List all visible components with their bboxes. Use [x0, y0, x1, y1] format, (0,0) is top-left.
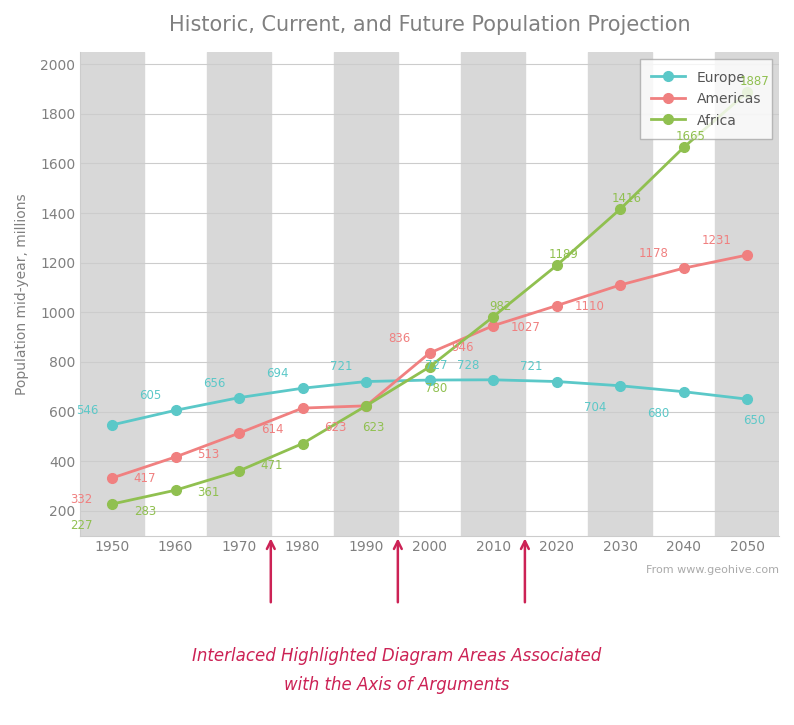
Text: 623: 623	[324, 420, 347, 434]
Text: 946: 946	[451, 341, 474, 354]
Bar	[80, 51, 144, 536]
Text: 471: 471	[260, 458, 283, 471]
Text: 650: 650	[743, 414, 765, 427]
Text: 332: 332	[71, 493, 93, 506]
Text: 780: 780	[426, 382, 448, 395]
Text: 1189: 1189	[549, 249, 579, 262]
Text: 836: 836	[388, 332, 410, 345]
Bar	[588, 51, 652, 536]
Text: 513: 513	[198, 448, 220, 461]
Text: Interlaced Highlighted Diagram Areas Associated: Interlaced Highlighted Diagram Areas Ass…	[192, 647, 602, 665]
Text: 721: 721	[520, 360, 543, 373]
Text: 623: 623	[362, 420, 384, 434]
Text: 721: 721	[330, 360, 353, 373]
Text: 656: 656	[202, 376, 225, 389]
Bar	[715, 51, 779, 536]
Text: 614: 614	[260, 423, 283, 436]
Y-axis label: Population mid-year, millions: Population mid-year, millions	[15, 193, 29, 394]
Text: 283: 283	[134, 505, 156, 518]
Bar	[207, 51, 271, 536]
Text: 1110: 1110	[575, 300, 604, 313]
Bar	[461, 51, 525, 536]
Text: 1178: 1178	[638, 247, 668, 260]
Text: 546: 546	[75, 404, 98, 417]
Text: 1231: 1231	[702, 234, 731, 247]
Text: 227: 227	[70, 519, 93, 532]
Text: 417: 417	[133, 472, 156, 485]
Text: 727: 727	[426, 359, 448, 372]
Text: From www.geohive.com: From www.geohive.com	[646, 565, 779, 575]
Text: 680: 680	[648, 407, 670, 420]
Text: 704: 704	[584, 401, 607, 414]
Text: 1887: 1887	[739, 75, 769, 88]
Text: 728: 728	[457, 359, 480, 372]
Text: 361: 361	[197, 486, 220, 499]
Text: 694: 694	[266, 367, 289, 380]
Text: 982: 982	[489, 300, 511, 313]
Text: 605: 605	[140, 389, 162, 402]
Text: 1027: 1027	[511, 320, 541, 334]
Legend: Europe, Americas, Africa: Europe, Americas, Africa	[639, 59, 772, 139]
Bar	[334, 51, 398, 536]
Text: 1665: 1665	[676, 130, 706, 144]
Title: Historic, Current, and Future Population Projection: Historic, Current, and Future Population…	[169, 15, 691, 35]
Text: 1416: 1416	[612, 192, 642, 205]
Text: with the Axis of Arguments: with the Axis of Arguments	[284, 676, 510, 694]
